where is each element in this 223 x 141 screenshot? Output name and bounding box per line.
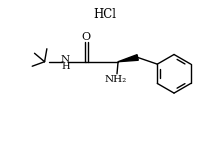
Text: H: H: [61, 62, 70, 71]
Text: HCl: HCl: [93, 8, 116, 21]
Text: O: O: [82, 32, 91, 42]
Text: N: N: [61, 55, 70, 64]
Text: NH₂: NH₂: [104, 75, 127, 84]
Polygon shape: [118, 55, 138, 62]
